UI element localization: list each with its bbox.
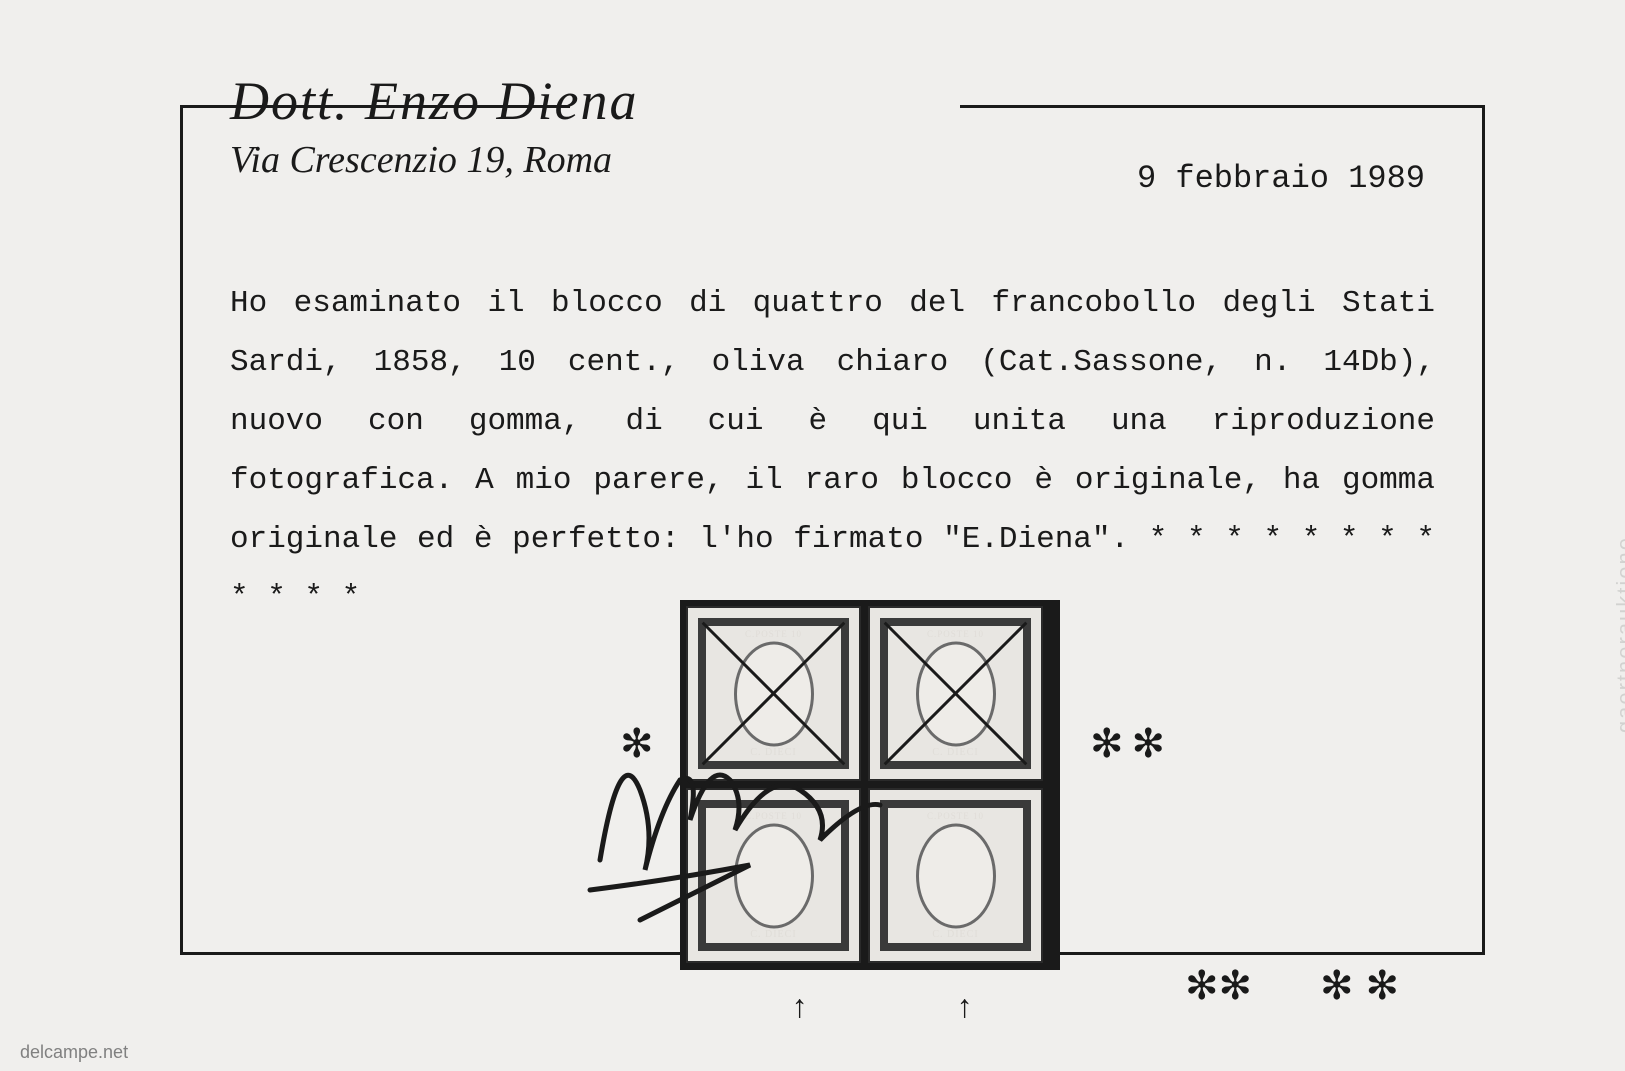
stamp-portrait-oval: [734, 823, 814, 928]
stamp-denomination-top: C.POSTE 10: [706, 629, 841, 639]
stamp-portrait-oval: [916, 641, 996, 746]
gum-mark-hinged-2: ✻✻: [1185, 962, 1252, 1009]
gum-mark-mnh: ✻✻: [1090, 720, 1173, 767]
stamp-denomination-bottom: C. DIECI: [888, 747, 1023, 758]
stamp-portrait-oval: [916, 823, 996, 928]
stamp-top-right: C.POSTE 10 FRANCO BOLLO C. DIECI: [868, 606, 1043, 781]
gum-mark-hinged: ✻: [620, 720, 654, 767]
expert-address: Via Crescenzio 19, Roma: [230, 138, 612, 182]
gum-mark-mnh-2: ✻✻: [1320, 962, 1411, 1009]
stamp-denomination-bottom: C. DIECI: [706, 929, 841, 940]
stamp-frame: C.POSTE 10 FRANCO BOLLO C. DIECI: [880, 800, 1031, 951]
stamp-denomination-top: C.POSTE 10: [888, 811, 1023, 821]
arrow-indicator-1: ↑: [790, 990, 809, 1027]
stamp-bottom-left: C.POSTE 10 FRANCO BOLLO C. DIECI: [686, 788, 861, 963]
stamp-portrait-oval: [734, 641, 814, 746]
stamp-denomination-top: C.POSTE 10: [888, 629, 1023, 639]
certificate-date: 9 febbraio 1989: [1137, 160, 1425, 197]
stamp-frame: C.POSTE 10 FRANCO BOLLO C. DIECI: [880, 618, 1031, 769]
source-footer: delcampe.net: [20, 1042, 128, 1063]
arrow-indicator-2: ↑: [955, 990, 974, 1027]
stamp-top-left: C.POSTE 10 FRANCO BOLLO C. DIECI: [686, 606, 861, 781]
expert-name: Dott. Enzo Diena: [230, 70, 638, 132]
certificate-document: Dott. Enzo Diena Via Crescenzio 19, Roma…: [50, 30, 1575, 1041]
stamp-frame: C.POSTE 10 FRANCO BOLLO C. DIECI: [698, 618, 849, 769]
stamp-denomination-bottom: C. DIECI: [706, 747, 841, 758]
stamp-block-of-four: C.POSTE 10 FRANCO BOLLO C. DIECI C.POSTE…: [680, 600, 1060, 970]
auction-watermark: gaertnerauktione: [1612, 536, 1625, 733]
stamp-bottom-right: C.POSTE 10 FRANCO BOLLO C. DIECI: [868, 788, 1043, 963]
header-border-right: [960, 105, 1485, 108]
stamp-denomination-bottom: C. DIECI: [888, 929, 1023, 940]
certificate-body: Ho esaminato il blocco di quattro del fr…: [230, 275, 1435, 628]
stamp-denomination-top: C.POSTE 10: [706, 811, 841, 821]
stamp-frame: C.POSTE 10 FRANCO BOLLO C. DIECI: [698, 800, 849, 951]
